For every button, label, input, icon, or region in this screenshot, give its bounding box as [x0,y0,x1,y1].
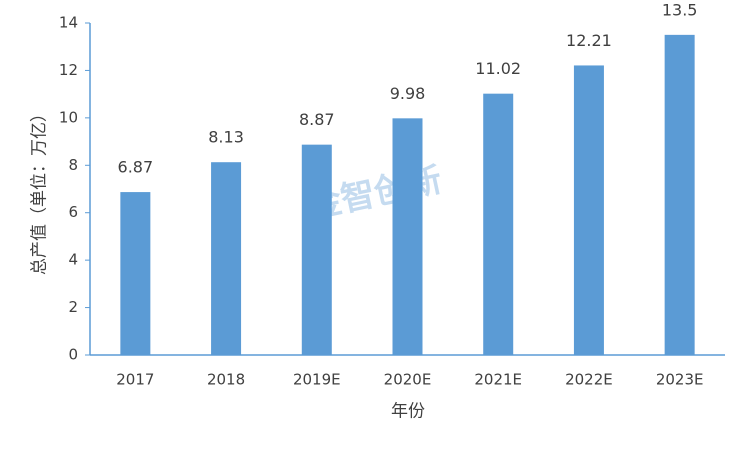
x-tick-label: 2017 [116,371,154,389]
value-label: 11.02 [475,59,521,78]
x-axis-label: 年份 [391,402,425,422]
bar [120,192,151,355]
y-tick-label: 14 [59,14,78,32]
bar [664,34,695,355]
y-tick-label: 8 [68,156,78,174]
y-tick-label: 12 [59,61,78,79]
x-tick-label: 2021E [474,371,522,389]
y-tick-label: 10 [59,108,78,126]
bar [392,118,423,356]
value-label: 6.87 [118,158,154,177]
x-tick-label: 2018 [207,371,245,389]
y-axis-label: 总产值（单位：万亿） [30,105,50,275]
bar [301,144,332,355]
y-tick-label: 2 [68,298,78,316]
value-label: 8.13 [208,128,244,147]
bar [483,93,514,355]
value-label: 8.87 [299,110,335,129]
bar [211,162,242,355]
value-label: 13.5 [662,0,698,19]
y-tick-label: 4 [68,251,78,269]
value-label: 12.21 [566,31,612,50]
y-tick-label: 6 [68,203,78,221]
value-label: 9.98 [390,84,426,103]
x-tick-label: 2022E [565,371,613,389]
x-tick-label: 2019E [293,371,341,389]
bar [573,65,604,355]
x-tick-label: 2020E [384,371,432,389]
y-tick-label: 0 [68,346,78,364]
x-tick-label: 2023E [656,371,704,389]
